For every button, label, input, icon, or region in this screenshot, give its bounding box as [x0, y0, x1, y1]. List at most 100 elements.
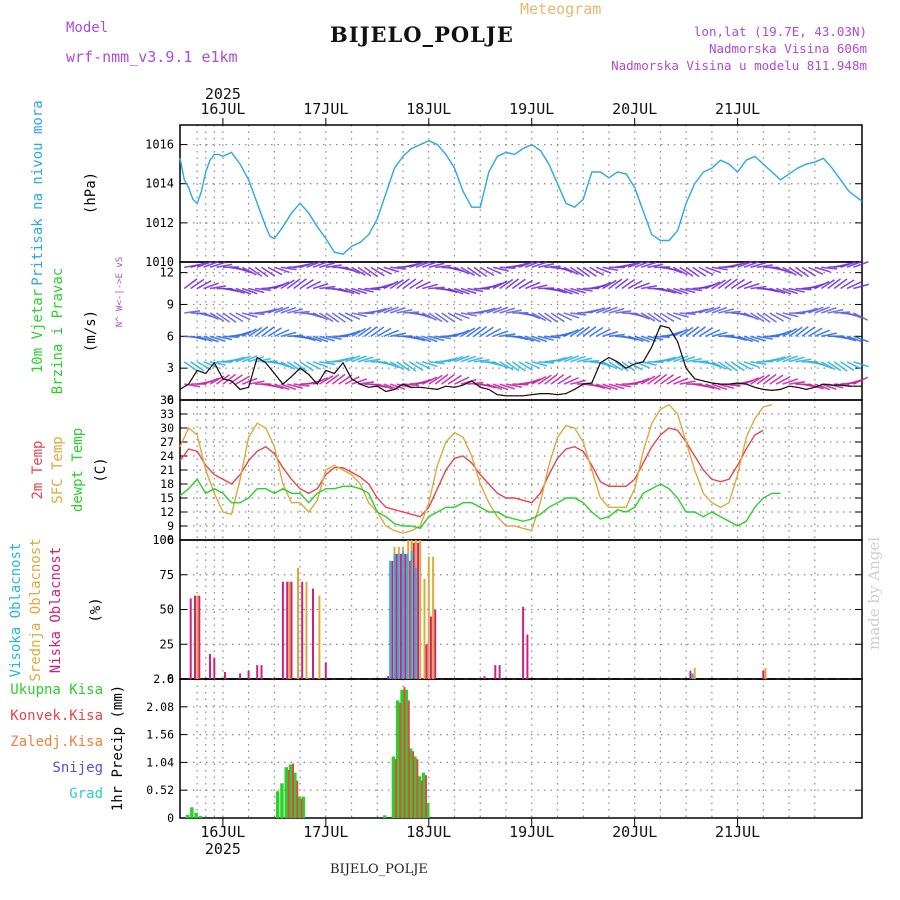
wind-arrow	[267, 306, 284, 314]
wind-arrow	[525, 312, 541, 320]
wind-arrow	[750, 312, 765, 323]
wind-arrow	[846, 260, 863, 269]
wind-arrow	[512, 262, 529, 269]
panel-frame	[179, 124, 863, 263]
wind-arrow	[788, 381, 806, 385]
temp-axis-title-dew: dewpt Temp	[70, 428, 86, 512]
wind-arrow	[306, 280, 322, 290]
wind-arrow	[505, 278, 520, 290]
wind-arrow	[351, 327, 366, 338]
wind-arrow	[750, 335, 767, 342]
wind-arrow	[357, 266, 372, 278]
wind-arrow	[685, 266, 700, 278]
wind-arrow	[769, 287, 786, 295]
wind-arrow	[538, 335, 554, 341]
wind-arrow	[196, 260, 213, 269]
wind-arrow	[820, 279, 836, 290]
wind-arrow	[396, 308, 413, 314]
y-tick-label: 1016	[145, 138, 174, 152]
wind-arrow	[550, 356, 567, 363]
wind-arrow	[280, 331, 297, 338]
wind-arrow	[769, 374, 784, 385]
wind-arrow	[576, 357, 593, 363]
wind-arrow	[209, 312, 225, 322]
wind-arrow	[788, 326, 803, 337]
wind-arrow	[441, 312, 456, 323]
total-precip-bar	[396, 700, 400, 818]
wind-arrow	[827, 361, 842, 372]
wind-arrow	[640, 285, 658, 290]
wind-arrow	[505, 309, 522, 314]
wind-arrow	[583, 359, 600, 363]
wind-arrow	[576, 287, 593, 292]
wind-arrow	[499, 383, 516, 390]
total-precip-bar	[284, 767, 288, 818]
cloud-axis-title-high: Visoka Oblacnost	[8, 543, 24, 678]
total-precip-bar	[185, 814, 190, 818]
wind-arrow	[492, 330, 509, 338]
wind-arrow	[666, 355, 683, 363]
y-tick-label: 1012	[145, 216, 174, 230]
y-tick-label: 0	[167, 811, 174, 825]
wind-arrow	[209, 335, 226, 342]
chart-subtitle: Meteogram	[520, 0, 602, 18]
wind-arrow	[511, 278, 526, 290]
model-elevation-label: Nadmorska Visina u modelu 811.948m	[611, 58, 867, 73]
wind-arrow	[492, 383, 509, 391]
wind-arrow	[428, 312, 443, 323]
wind-arrow	[248, 380, 265, 385]
wind-arrow	[621, 261, 638, 269]
wind-arrow	[338, 312, 353, 322]
wind-arrow	[608, 333, 625, 338]
wind-arrow	[531, 375, 547, 385]
wind-arrow	[383, 266, 400, 273]
y-tick-label: 1010	[145, 255, 174, 269]
y-tick-label: 9	[167, 519, 174, 533]
wind-arrow	[853, 312, 869, 321]
wind-arrow	[698, 327, 714, 337]
wind-arrow	[711, 383, 728, 391]
wind-arrow	[435, 335, 452, 340]
wind-arrow	[376, 266, 393, 275]
wind-arrow	[525, 260, 541, 269]
wind-arrow	[363, 266, 378, 278]
wind-arrow	[833, 361, 848, 372]
wind-arrow	[447, 312, 463, 322]
cloud-axis-unit: (%)	[88, 597, 104, 622]
footer-station: BIJELO_POLJE	[330, 862, 428, 877]
x-tick-label-bottom: 17JUL	[303, 823, 348, 841]
wind-arrow	[492, 266, 509, 272]
wind-arrow	[821, 383, 837, 390]
wind-arrow	[312, 260, 329, 269]
wind-arrow	[679, 326, 694, 337]
wind-arrow	[479, 266, 495, 277]
wind-arrow	[383, 329, 399, 338]
wind-arrow	[525, 378, 541, 385]
wind-arrow	[717, 278, 732, 290]
wind-arrow	[415, 361, 431, 370]
wind-arrow	[492, 361, 509, 369]
wind-arrow	[782, 287, 799, 295]
wind-arrow	[274, 306, 290, 314]
wind-arrow	[563, 376, 579, 385]
wind-arrow	[331, 373, 346, 385]
wind-arrow	[666, 375, 682, 385]
wind-arrow	[421, 312, 437, 321]
wind-arrow	[711, 266, 728, 271]
wind-arrow	[203, 282, 219, 290]
wind-arrow	[769, 312, 785, 322]
wind-arrow	[782, 327, 798, 338]
wind-arrow	[196, 280, 212, 290]
wind-arrow	[595, 383, 612, 391]
wind-arrow	[409, 261, 425, 269]
wind-arrow	[724, 278, 738, 290]
total-precip-bar	[391, 756, 396, 818]
wind-arrow	[209, 361, 226, 366]
wind-arrow	[486, 266, 502, 275]
wind-arrow	[608, 383, 625, 390]
total-precip-bar	[297, 796, 301, 818]
wind-arrow	[344, 355, 361, 363]
wind-arrow	[383, 306, 399, 314]
wind-arrow	[203, 312, 219, 320]
model-name: wrf-nmm_v3.9.1 e1km	[66, 48, 238, 66]
